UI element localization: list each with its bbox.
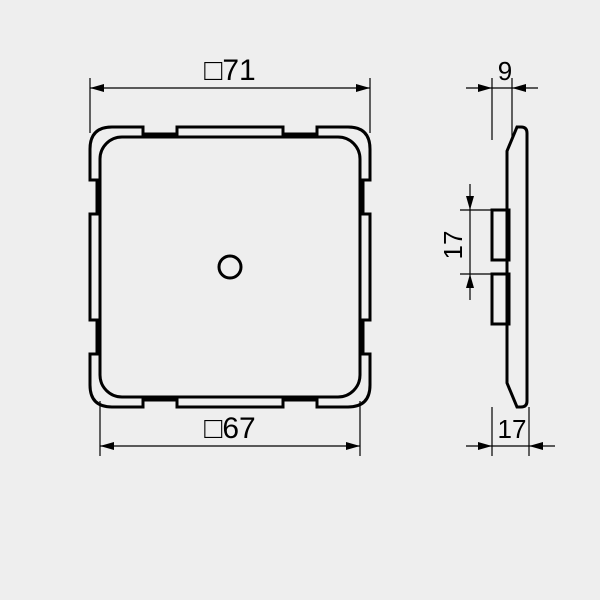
dim-side-depth: 17	[498, 414, 527, 444]
technical-drawing: □71 □67 17 9 17	[0, 0, 600, 600]
dim-side-offset: 9	[498, 56, 512, 86]
dim-front-bottom: □67	[204, 412, 256, 445]
dim-side-height: 17	[438, 231, 468, 260]
dim-front-top: □71	[204, 54, 256, 87]
